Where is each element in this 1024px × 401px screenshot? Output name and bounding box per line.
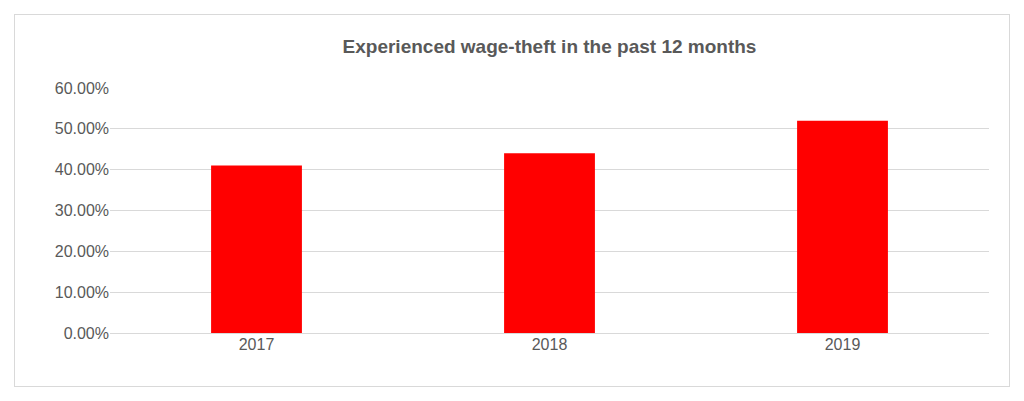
svg-text:50.00%: 50.00% [55,120,109,137]
svg-text:2018: 2018 [532,336,568,353]
svg-text:30.00%: 30.00% [55,202,109,219]
svg-text:Experienced wage-theft in the: Experienced wage-theft in the past 12 mo… [343,36,757,57]
svg-text:0.00%: 0.00% [64,325,109,342]
svg-text:40.00%: 40.00% [55,161,109,178]
svg-text:60.00%: 60.00% [55,80,109,97]
svg-text:2017: 2017 [239,336,275,353]
svg-text:2019: 2019 [825,336,861,353]
svg-text:20.00%: 20.00% [55,243,109,260]
svg-text:10.00%: 10.00% [55,284,109,301]
